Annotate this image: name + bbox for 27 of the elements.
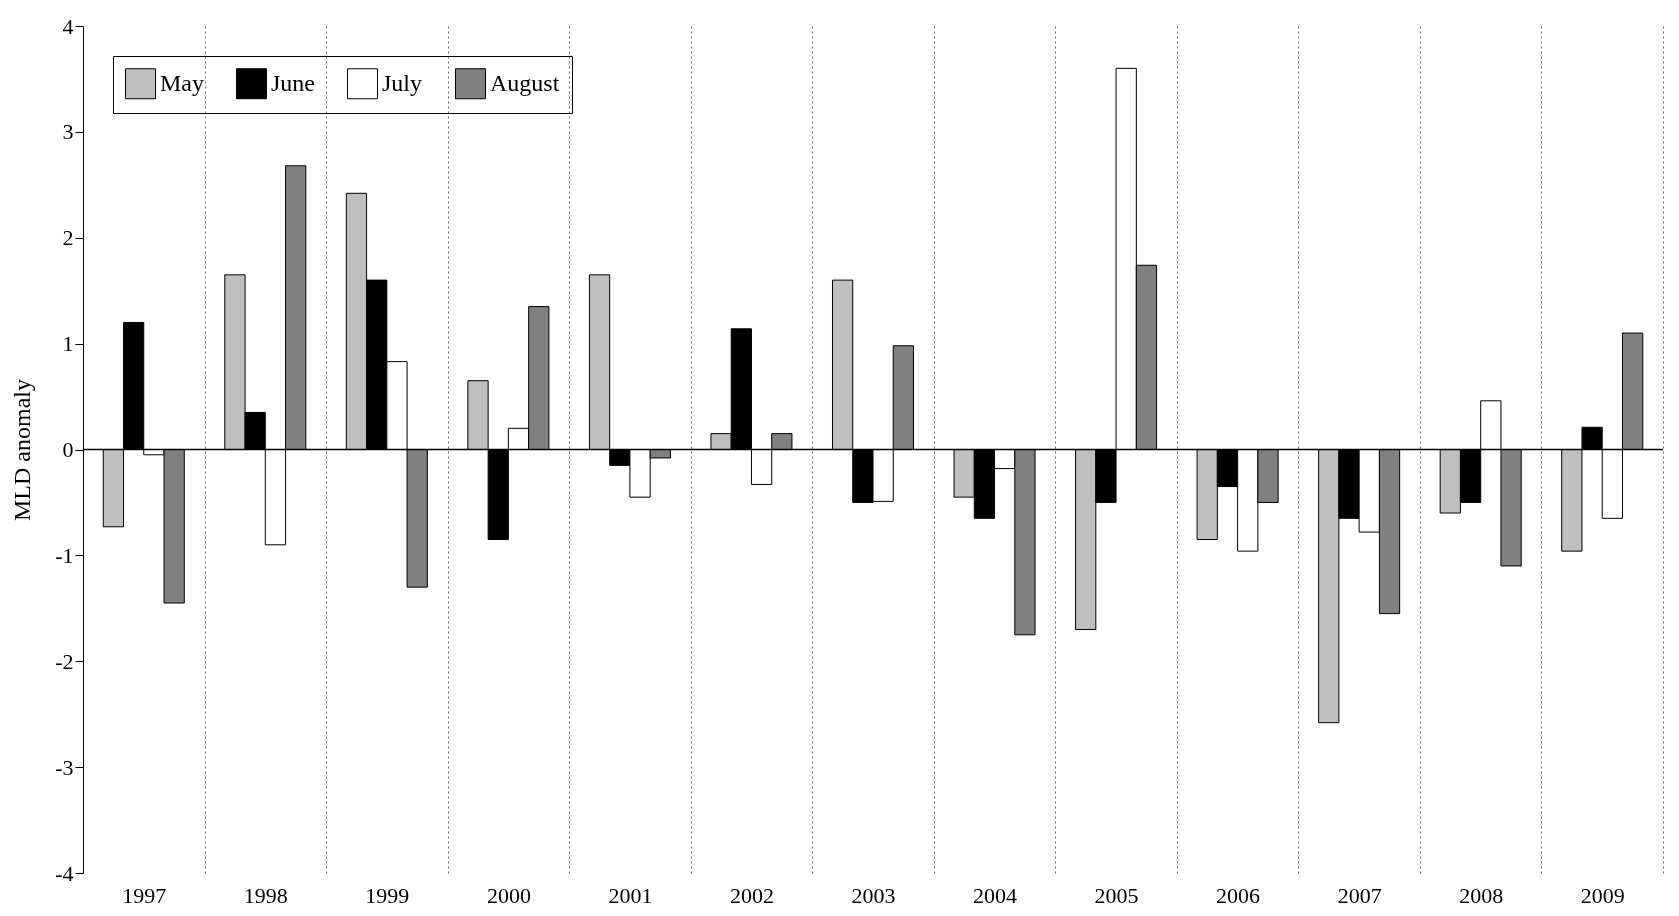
y-tick-label: -1 bbox=[55, 542, 74, 568]
x-tick-label: 1999 bbox=[365, 882, 410, 908]
x-tick-label: 2005 bbox=[1094, 882, 1139, 908]
y-tick-label: -2 bbox=[55, 648, 74, 674]
legend-label: May bbox=[160, 69, 204, 96]
x-tick-label: 2000 bbox=[486, 882, 531, 908]
x-tick-label: 2004 bbox=[973, 882, 1018, 908]
x-tick-label: 2003 bbox=[851, 882, 896, 908]
y-tick-label: -3 bbox=[55, 754, 74, 780]
y-tick-label: 4 bbox=[62, 13, 74, 39]
y-tick-label: 2 bbox=[62, 225, 74, 251]
legend-label: July bbox=[382, 69, 423, 96]
x-tick-label: 2002 bbox=[729, 882, 774, 908]
y-axis-title: MLD anomaly bbox=[9, 379, 36, 521]
y-tick-label: 1 bbox=[62, 331, 74, 357]
legend-label: June bbox=[271, 69, 315, 96]
y-tick-label: -4 bbox=[55, 860, 74, 886]
x-tick-label: 2009 bbox=[1580, 882, 1625, 908]
y-tick-label: 3 bbox=[62, 119, 74, 145]
x-tick-label: 2001 bbox=[608, 882, 653, 908]
y-tick-label: 0 bbox=[62, 437, 74, 462]
x-tick-label: 2007 bbox=[1337, 882, 1382, 908]
x-tick-label: 2006 bbox=[1216, 882, 1261, 908]
x-tick-label: 1997 bbox=[122, 882, 167, 908]
x-tick-label: 2008 bbox=[1459, 882, 1504, 908]
legend-label: August bbox=[490, 69, 560, 96]
x-tick-label: 1998 bbox=[243, 882, 288, 908]
